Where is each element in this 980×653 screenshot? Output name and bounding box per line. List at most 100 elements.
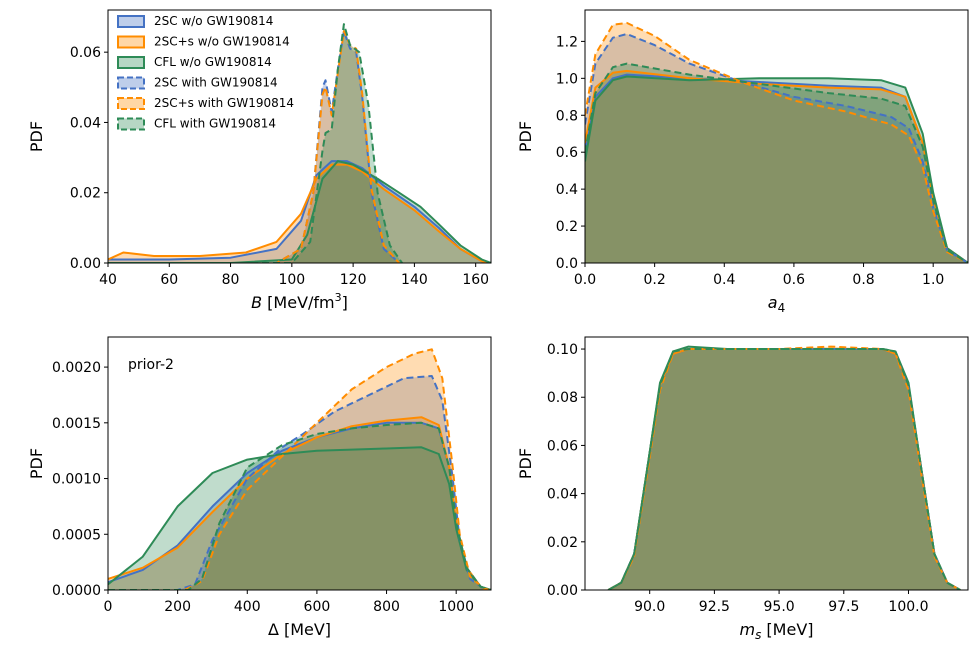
x-axis-label: a4 <box>768 293 785 315</box>
x-tick-label: 0.6 <box>783 272 805 288</box>
legend-label: 2SC+s with GW190814 <box>154 96 294 110</box>
series-line-5 <box>108 421 491 590</box>
x-axis-label: Δ [MeV] <box>268 620 331 639</box>
axes-frame <box>584 9 969 264</box>
series-fill-2 <box>585 76 968 263</box>
legend-swatch <box>117 97 145 110</box>
series-line-2 <box>585 75 968 263</box>
series-fill-3 <box>585 34 968 263</box>
series-fill-2 <box>108 161 491 263</box>
x-tick-label: 0.4 <box>713 272 735 288</box>
x-tick-label: 1.0 <box>922 272 944 288</box>
x-axis-label: B [MeV/fm3] <box>251 291 348 312</box>
y-tick-label: 0.0020 <box>52 360 101 376</box>
y-tick-label: 0.8 <box>556 108 578 124</box>
legend-label: CFL with GW190814 <box>154 117 276 131</box>
subplot-a4: 0.0 0.2 0.4 0.6 0.8 1.0 0.0 0.2 0.4 0.6 0.8 1.0 1.2 a… <box>516 9 969 315</box>
x-tick-label: 200 <box>164 599 191 615</box>
y-tick-label: 1.0 <box>556 71 578 87</box>
legend-swatch <box>117 117 145 131</box>
x-tick-label: 95.0 <box>764 599 795 615</box>
y-tick-label: 0.0000 <box>52 583 101 599</box>
series-line-4 <box>585 21 968 263</box>
series-fill-4 <box>108 349 491 590</box>
legend-swatch <box>117 35 145 49</box>
y-tick-label: 0.06 <box>70 45 101 61</box>
legend-swatch <box>117 76 145 90</box>
plot-area <box>108 23 491 263</box>
y-tick-label: 0.4 <box>556 182 578 198</box>
series-fill-1 <box>108 164 491 263</box>
x-tick-label: 1000 <box>438 599 474 615</box>
series-fill-5 <box>108 24 403 263</box>
legend-label: 2SC+s w/o GW190814 <box>154 35 290 49</box>
x-tick-label: 0 <box>104 599 113 615</box>
y-tick-label: 0.0010 <box>52 472 101 488</box>
x-tick-label: 97.5 <box>828 599 859 615</box>
series-fill-2 <box>108 447 491 590</box>
series-fill-0 <box>608 349 961 590</box>
x-tick-label: 100 <box>278 272 305 288</box>
series-line-2 <box>108 160 491 263</box>
legend-label: 2SC with GW190814 <box>154 76 278 90</box>
y-tick-label: 0.6 <box>556 145 578 161</box>
series-line-5 <box>108 23 403 263</box>
series-fill-3 <box>608 349 961 590</box>
series-fill-1 <box>108 417 491 590</box>
x-axis-label: ms [MeV] <box>739 620 813 642</box>
series-fill-3 <box>108 376 491 590</box>
series-fill-4 <box>585 22 968 263</box>
axes-frame <box>107 336 492 591</box>
legend: 2SC w/o GW190814 2SC+s w/o GW190814 CFL w/… <box>117 14 294 131</box>
x-tick-label: 0.2 <box>644 272 666 288</box>
y-tick-label: 0.10 <box>547 342 578 358</box>
y-tick-label: 0.0 <box>556 256 578 272</box>
x-tick-label: 0.0 <box>574 272 596 288</box>
y-tick-label: 0.2 <box>556 219 578 235</box>
series-fill-0 <box>108 422 491 590</box>
series-line-5 <box>585 62 968 263</box>
axes-frame <box>107 9 492 264</box>
x-tick-label: 0.8 <box>852 272 874 288</box>
x-tick-label: 140 <box>401 272 428 288</box>
y-axis-label: PDF <box>27 121 46 152</box>
subplot-B: 40 60 80 100 120 140 160 0.00 0.02 0.04 0.06 B [MeV… <box>27 9 492 312</box>
y-tick-label: 0.0005 <box>52 527 101 543</box>
legend-swatch <box>117 56 145 69</box>
x-tick-label: 400 <box>234 599 261 615</box>
subplot-Delta: 0 200 400 600 800 1000 0.0000 0.0005 0.0010 0.001… <box>27 336 492 639</box>
x-tick-label: 40 <box>99 272 117 288</box>
subplot-ms: 90.0 92.5 95.0 97.5 100.0 0.00 0.02 0.04 0.06 0.0… <box>516 336 969 642</box>
y-tick-label: 0.00 <box>547 583 578 599</box>
legend-label: 2SC w/o GW190814 <box>154 14 273 28</box>
y-tick-label: 0.02 <box>70 186 101 202</box>
series-line-3 <box>108 375 491 590</box>
y-axis-label: PDF <box>516 448 535 479</box>
series-fill-2 <box>608 346 961 590</box>
y-tick-label: 0.04 <box>547 487 578 503</box>
x-tick-label: 92.5 <box>699 599 730 615</box>
x-tick-label: 60 <box>160 272 178 288</box>
x-tick-label: 100.0 <box>888 599 928 615</box>
y-axis-label: PDF <box>516 121 535 152</box>
y-tick-label: 0.0015 <box>52 416 101 432</box>
series-fill-0 <box>108 161 491 263</box>
x-tick-label: 160 <box>462 272 489 288</box>
legend-swatch <box>117 15 145 28</box>
axes-frame <box>584 336 969 591</box>
x-tick-label: 120 <box>340 272 367 288</box>
series-line-5 <box>607 348 961 590</box>
x-tick-label: 800 <box>373 599 400 615</box>
series-line-1 <box>108 163 491 263</box>
y-tick-label: 0.08 <box>547 390 578 406</box>
series-fill-5 <box>585 63 968 263</box>
x-tick-label: 80 <box>222 272 240 288</box>
legend-label: CFL w/o GW190814 <box>154 55 272 69</box>
x-tick-label: 90.0 <box>634 599 665 615</box>
y-tick-label: 0.02 <box>547 535 578 551</box>
y-tick-label: 0.06 <box>547 438 578 454</box>
y-tick-label: 0.04 <box>70 115 101 131</box>
x-tick-label: 600 <box>304 599 331 615</box>
series-fill-5 <box>108 422 491 590</box>
